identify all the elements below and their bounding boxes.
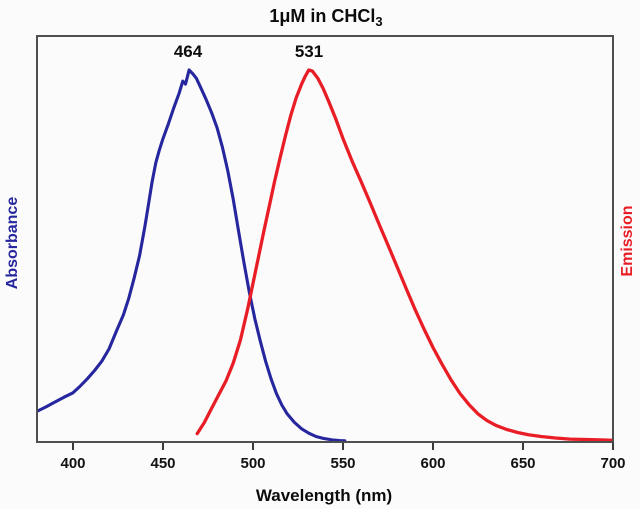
x-axis-title: Wavelength (nm) [255,486,393,505]
x-axis-ticks: 400 450 500 550 600 650 700 [60,443,626,472]
x-axis-tick-label: 400 [60,455,85,472]
x-axis-tick-label: 650 [510,455,535,472]
y-axis-label-emission: Emission [619,205,636,276]
chart-title: 1μM in CHCl3 [269,6,382,29]
x-axis-tick-label: 700 [600,455,625,472]
x-axis-tick-label: 500 [240,455,265,472]
chart-title-text: 1μM in CHCl [269,6,376,26]
x-axis-tick-label: 550 [330,455,355,472]
chart-title-subscript: 3 [375,14,383,29]
plot-frame [36,35,614,443]
emission-curve [195,68,612,441]
y-axis-label-absorbance: Absorbance [4,197,21,290]
x-axis-tick-label: 600 [420,455,445,472]
emission-peak-label: 531 [294,42,324,61]
x-axis-tick-label: 450 [150,455,175,472]
absorbance-curve [38,68,347,441]
absorbance-peak-label: 464 [173,42,203,61]
